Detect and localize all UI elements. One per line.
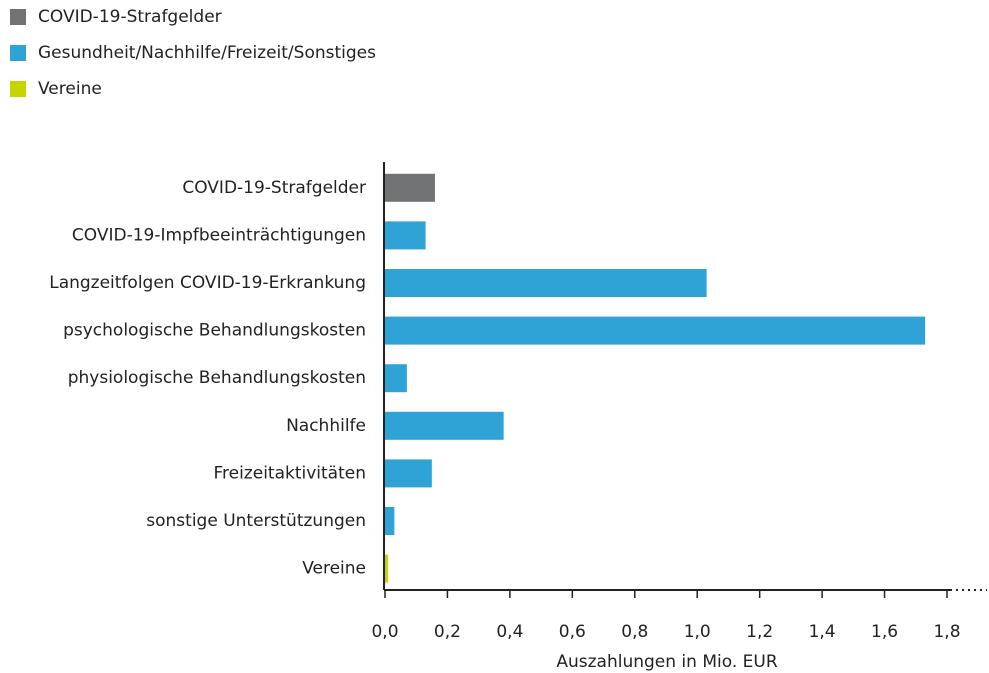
x-tick-label: 0,8 — [621, 622, 648, 642]
bar — [385, 507, 395, 535]
y-tick-label: sonstige Unterstützungen — [146, 511, 366, 531]
y-tick-label: Vereine — [302, 559, 366, 579]
legend-label: Gesundheit/Nachhilfe/Freizeit/Sonstiges — [38, 43, 376, 63]
y-tick-label: psychologische Behandlungskosten — [63, 321, 366, 341]
y-tick-label: COVID-19-Strafgelder — [182, 178, 366, 198]
bar — [385, 221, 426, 250]
bar — [385, 554, 389, 583]
y-tick-label: COVID-19-Impfbeeinträchtigungen — [72, 225, 366, 245]
x-tick-label: 1,0 — [684, 622, 711, 642]
x-tick-label: 0,6 — [559, 622, 586, 642]
legend-swatch — [10, 9, 26, 25]
x-tick-label: 0,2 — [434, 622, 461, 642]
x-tick-label: 1,6 — [871, 622, 898, 642]
legend-label: Vereine — [38, 79, 102, 99]
bar — [385, 269, 707, 297]
y-tick-label: Langzeitfolgen COVID-19-Erkrankung — [49, 273, 366, 293]
y-tick-label: Nachhilfe — [286, 416, 366, 436]
x-tick-label: 1,4 — [809, 622, 836, 642]
legend-swatch — [10, 45, 26, 61]
x-tick-label: 1,2 — [746, 622, 773, 642]
x-tick-label: 0,4 — [496, 622, 523, 642]
x-tick-label: 0,0 — [371, 622, 398, 642]
legend-swatch — [10, 81, 26, 97]
x-tick-label: 1,8 — [933, 622, 960, 642]
bar — [385, 364, 407, 393]
y-tick-label: Freizeitaktivitäten — [213, 463, 366, 483]
bar — [385, 459, 432, 488]
legend-label: COVID-19-Strafgelder — [38, 7, 222, 27]
bar — [385, 173, 435, 202]
y-tick-label: physiologische Behandlungskosten — [68, 368, 366, 388]
x-axis-label: Auszahlungen in Mio. EUR — [556, 652, 777, 672]
bar — [385, 316, 926, 345]
bar — [385, 411, 504, 440]
